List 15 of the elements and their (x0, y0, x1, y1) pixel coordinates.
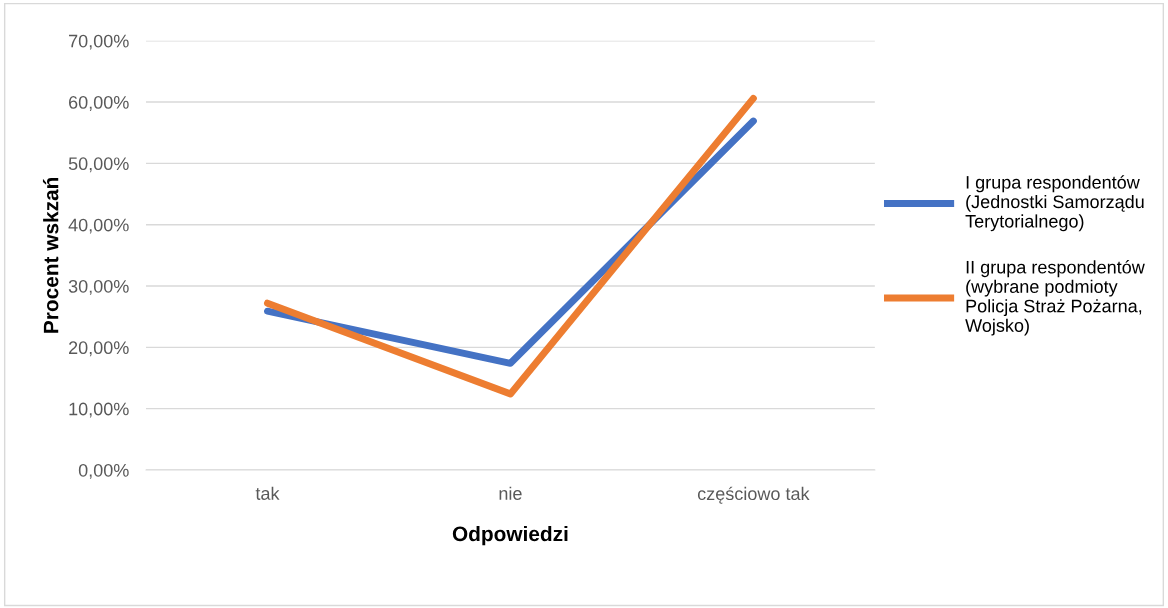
legend-label: I grupa respondentów (Jednostki Samorządu Terytorialnego) (965, 175, 1144, 232)
x-axis-title: Odpowiedzi (452, 525, 568, 546)
y-tick-label: 30,00% (68, 279, 129, 295)
x-tick-label: nie (499, 486, 522, 500)
y-tick-label: 10,00% (69, 402, 129, 418)
y-tick-label: 60,00% (69, 95, 129, 111)
y-tick-label: 0,00% (78, 463, 129, 479)
y-tick-label: 70,00% (69, 34, 129, 50)
y-axis-title: Procent wskzań (42, 177, 59, 333)
x-tick-label: częściowo tak (697, 486, 810, 504)
x-tick-label: tak (255, 486, 280, 500)
y-tick-label: 40,00% (68, 218, 129, 234)
legend-label: II grupa respondentów (wybrane podmioty Policja Straż Pożarna, Wojsko) (965, 260, 1145, 336)
y-tick-label: 20,00% (69, 341, 129, 357)
y-tick-label: 50,00% (68, 157, 129, 173)
